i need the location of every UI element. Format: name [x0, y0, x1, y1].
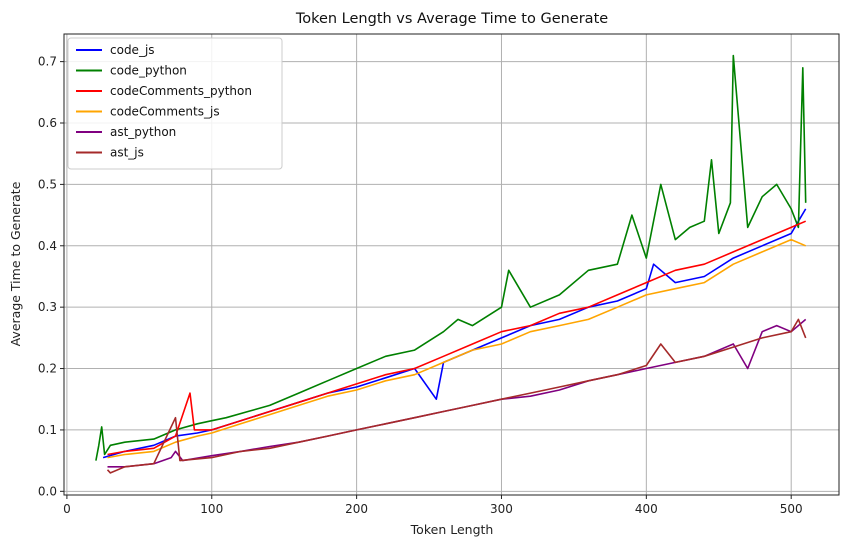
legend-label: codeComments_python [110, 84, 252, 98]
chart-title: Token Length vs Average Time to Generate [295, 11, 608, 27]
x-tick-label: 200 [345, 502, 368, 516]
x-axis: 0 100 200 300 400 500 [63, 495, 803, 516]
y-tick-label: 0.0 [38, 484, 57, 498]
legend-label: code_python [110, 64, 187, 78]
y-tick-label: 0.1 [38, 423, 57, 437]
legend-label: ast_js [110, 146, 144, 160]
legend: code_js code_python codeComments_pythoncod… [67, 37, 283, 170]
y-tick-label: 0.7 [38, 55, 57, 69]
grid [64, 34, 839, 495]
x-tick-label: 300 [490, 502, 513, 516]
y-tick-label: 0.6 [38, 116, 57, 130]
series-line-ast_js [106, 318, 807, 474]
series-line-code_python [95, 54, 807, 461]
series-line-codeComments_js [107, 238, 807, 459]
x-tick-label: 0 [63, 502, 71, 516]
x-tick-label: 500 [780, 502, 803, 516]
legend-label: code_js [110, 43, 155, 57]
y-tick-label: 0.4 [38, 239, 57, 253]
x-axis-label: Token Length [410, 522, 494, 537]
series-lines [95, 54, 807, 474]
legend-label: ast_python [110, 125, 176, 139]
legend-box [67, 37, 283, 170]
y-tick-label: 0.3 [38, 300, 57, 314]
x-tick-label: 400 [635, 502, 658, 516]
legend-label: codeComments_js [110, 105, 220, 119]
x-tick-label: 100 [200, 502, 223, 516]
y-tick-label: 0.5 [38, 177, 57, 191]
y-tick-label: 0.2 [38, 362, 57, 376]
y-axis-label: Average Time to Generate [8, 181, 23, 346]
y-axis: 0.0 0.1 0.2 0.3 0.4 0.5 0.6 0.7 [38, 55, 64, 498]
plot-frame [63, 33, 840, 496]
series-line-codeComments_python [107, 220, 807, 456]
